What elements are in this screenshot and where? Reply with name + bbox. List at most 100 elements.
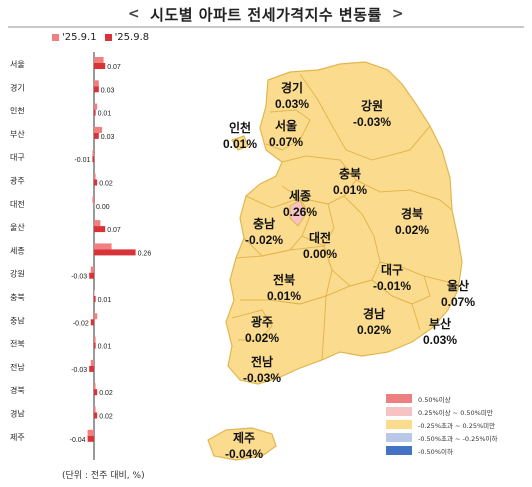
data-label: 0.03 bbox=[101, 87, 115, 94]
scale-legend-row: -0.50%초과 ~ -0.25%이하 bbox=[386, 431, 498, 444]
unit-note: (단위 : 전주 대비, %) bbox=[62, 471, 145, 481]
bar bbox=[92, 156, 94, 163]
data-label: 0.01 bbox=[98, 344, 112, 351]
map-region-value: 0.01% bbox=[333, 183, 367, 197]
map-region-value: 0.01% bbox=[223, 137, 257, 151]
bar bbox=[94, 109, 96, 116]
bar bbox=[94, 132, 99, 139]
map-jeju bbox=[207, 427, 277, 461]
bar bbox=[94, 342, 96, 349]
category-label: 전남 bbox=[10, 362, 25, 372]
bar bbox=[87, 429, 94, 436]
data-label: 0.02 bbox=[99, 181, 113, 188]
bar bbox=[94, 406, 96, 413]
bar bbox=[94, 389, 98, 396]
data-label: 0.03 bbox=[101, 134, 115, 141]
bar bbox=[94, 103, 98, 110]
map-borders bbox=[231, 73, 459, 361]
bar bbox=[94, 290, 95, 296]
scale-label: -0.25%초과 ~ 0.25%미만 bbox=[418, 421, 496, 430]
category-label: 전북 bbox=[10, 339, 25, 349]
bar bbox=[94, 412, 98, 419]
bar bbox=[89, 365, 94, 372]
map-region-value: 0.03% bbox=[423, 333, 457, 347]
scale-label: 0.50%이상 bbox=[418, 395, 451, 404]
map-region-value: 0.01% bbox=[267, 289, 301, 303]
bar bbox=[94, 202, 95, 209]
map-region-value: -0.01% bbox=[373, 279, 411, 293]
map-region-name: 경기 bbox=[281, 80, 303, 95]
map-region-value: -0.03% bbox=[243, 371, 281, 385]
category-label: 경북 bbox=[10, 385, 25, 395]
category-label: 충북 bbox=[10, 293, 25, 302]
scale-legend-row: 0.50%이상 bbox=[386, 392, 498, 405]
bar bbox=[94, 226, 106, 233]
category-label: 광주 bbox=[10, 176, 25, 186]
category-label: 경기 bbox=[10, 82, 25, 92]
bar bbox=[94, 249, 136, 256]
bar bbox=[94, 336, 96, 343]
bar bbox=[94, 126, 102, 133]
map-region-name: 인천 bbox=[229, 120, 251, 135]
data-label: -0.04 bbox=[70, 437, 86, 444]
category-label: 인천 bbox=[10, 106, 25, 116]
bar bbox=[94, 57, 104, 63]
map-region-value: -0.02% bbox=[245, 233, 283, 247]
map-region-value: 0.07% bbox=[269, 135, 303, 149]
category-label: 세종 bbox=[10, 246, 25, 255]
map-land bbox=[207, 61, 463, 461]
scale-legend-row: 0.25%이상 ~ 0.50%미만 bbox=[386, 405, 498, 418]
bar bbox=[94, 383, 96, 390]
map-region-name: 경북 bbox=[401, 207, 423, 221]
legend-label-prev: '25.9.1 bbox=[62, 32, 97, 43]
category-label: 서울 bbox=[10, 60, 25, 69]
map-region-name: 전남 bbox=[251, 354, 273, 369]
data-label: 0.07 bbox=[107, 64, 121, 71]
scale-swatch bbox=[386, 446, 412, 455]
title-text: 시도별 아파트 전세가격지수 변동률 bbox=[150, 5, 382, 24]
bar bbox=[87, 435, 94, 442]
map-region-value: 0.07% bbox=[441, 295, 475, 309]
scale-swatch bbox=[386, 394, 412, 403]
data-label: 0.26 bbox=[138, 250, 152, 257]
map-region-name: 세종 bbox=[289, 188, 311, 203]
map-region-name: 대전 bbox=[309, 230, 331, 245]
bar bbox=[89, 272, 94, 279]
legend-swatch-curr bbox=[104, 34, 112, 41]
category-label: 부산 bbox=[10, 129, 25, 139]
category-label: 강원 bbox=[10, 269, 25, 279]
bar bbox=[94, 296, 96, 302]
map-region-value: 0.03% bbox=[275, 97, 309, 111]
map-region-name: 충북 bbox=[339, 166, 361, 181]
category-label: 대구 bbox=[10, 153, 25, 162]
data-label: 0.00 bbox=[96, 204, 110, 211]
map-region-value: 0.02% bbox=[357, 323, 391, 337]
map-region-name: 서울 bbox=[275, 118, 297, 133]
scale-label: 0.25%이상 ~ 0.50%미만 bbox=[418, 408, 493, 417]
bar bbox=[92, 150, 94, 157]
bar bbox=[94, 313, 98, 320]
bar bbox=[90, 319, 94, 326]
map-region-value: 0.00% bbox=[303, 247, 337, 261]
chevron-right-icon: > bbox=[391, 6, 405, 22]
map-region-name: 전북 bbox=[273, 272, 295, 287]
color-scale-legend: 0.50%이상 0.25%이상 ~ 0.50%미만 -0.25%초과 ~ 0.25%… bbox=[386, 392, 498, 457]
bar bbox=[90, 359, 94, 366]
map-region-value: 0.26% bbox=[283, 205, 317, 219]
scale-label: -0.50%초과 ~ -0.25%이하 bbox=[418, 434, 498, 443]
chevron-left-icon: < bbox=[127, 6, 141, 22]
map-mainland bbox=[225, 61, 463, 385]
bar bbox=[94, 80, 99, 87]
bar bbox=[94, 220, 101, 227]
map-sejong bbox=[289, 199, 307, 227]
map-island-west bbox=[231, 135, 249, 151]
scale-legend-row: -0.25%초과 ~ 0.25%미만 bbox=[386, 418, 498, 431]
data-label: -0.03 bbox=[71, 274, 87, 281]
bar bbox=[94, 179, 98, 186]
scale-legend-row: -0.50%이하 bbox=[386, 444, 498, 457]
map-region-name: 대구 bbox=[381, 263, 403, 277]
bar bbox=[90, 266, 94, 273]
category-label: 충남 bbox=[10, 316, 25, 325]
map-region-value: 0.02% bbox=[245, 331, 279, 345]
